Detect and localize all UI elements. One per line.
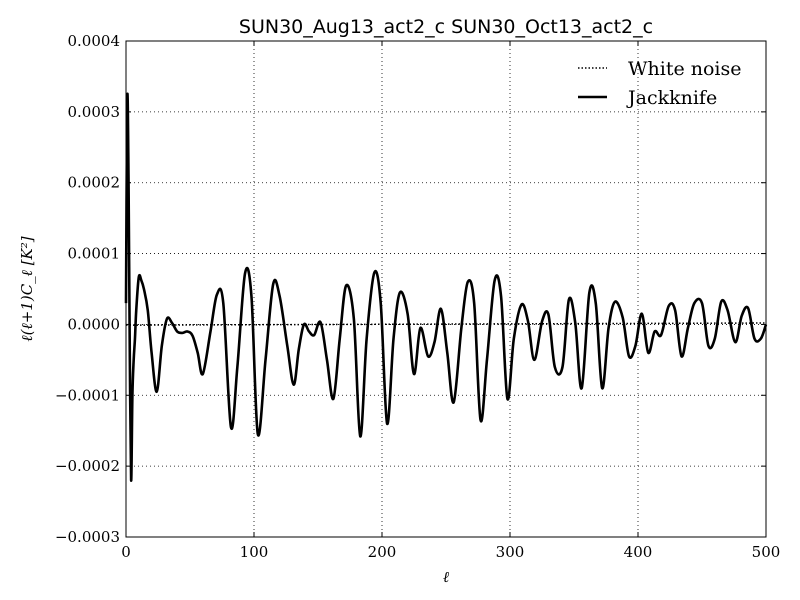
x-tick-label: 100 [240,543,269,561]
y-tick-label: 0.0000 [68,315,121,333]
x-axis-label: ℓ [443,568,449,586]
legend: White noise Jackknife [578,58,742,109]
x-axis-ticks: 0 100 200 300 400 500 [121,41,780,561]
y-axis-ticks: −0.0003 −0.0002 −0.0001 0.0000 0.0001 0.0002 0… [55,32,766,546]
y-tick-label: 0.0004 [68,32,121,50]
x-tick-label: 500 [752,543,781,561]
jackknife-series-line [124,92,768,482]
x-tick-label: 400 [624,543,653,561]
white-noise-series-line [125,322,767,326]
plot-frame [125,40,767,538]
x-tick-label: 0 [121,543,131,561]
y-tick-label: 0.0001 [68,245,121,263]
y-axis-label: ℓ(ℓ+1)C_ℓ [K²] [18,236,36,341]
chart-title: SUN30_Aug13_act2_c SUN30_Oct13_act2_c [239,16,653,38]
y-tick-label: −0.0001 [55,386,120,404]
y-tick-label: 0.0003 [68,103,121,121]
x-tick-label: 200 [368,543,397,561]
legend-label-jackknife: Jackknife [626,87,717,109]
y-tick-label: −0.0003 [55,528,120,546]
legend-label-white-noise: White noise [628,58,742,80]
x-tick-label: 300 [496,543,525,561]
y-tick-label: 0.0002 [68,174,121,192]
grid-lines [126,41,766,537]
series-layer [124,92,768,482]
y-tick-label: −0.0002 [55,457,120,475]
